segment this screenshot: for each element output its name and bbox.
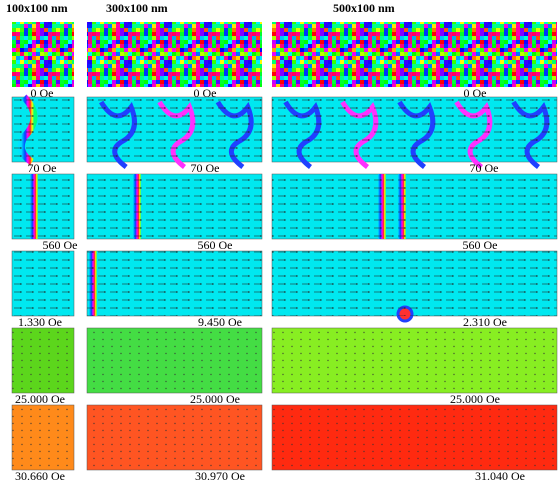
field-label: 2.310 Oe [463,315,507,329]
field-label: 70 Oe [28,161,57,175]
image [87,22,262,87]
figure: 100x100 nm 300x100 nm 500x100 nm 0 Oe 0 O… [0,0,560,482]
vector-field [87,97,262,162]
column-header: 500x100 nm [333,1,395,15]
field-label: 0 Oe [464,86,487,100]
column-header: 100x100 nm [6,1,68,15]
vector-field [272,97,557,162]
vector-field [87,174,262,239]
field-label: 30.970 Oe [195,469,245,482]
vector-field [272,328,557,393]
column-header: 300x100 nm [106,1,168,15]
vector-field [12,328,74,393]
field-label: 25.000 Oe [190,392,240,406]
field-label: 70 Oe [191,161,220,175]
field-label: 0 Oe [31,86,54,100]
image [12,22,74,87]
field-label: 30.660 Oe [15,469,65,482]
field-label: 31.040 Oe [475,469,525,482]
vector-field [12,405,74,470]
field-label: 1.330 Oe [18,315,62,329]
vector-field [272,174,557,239]
field-label: 560 Oe [43,238,78,252]
field-label: 9.450 Oe [198,315,242,329]
vector-field [87,405,262,470]
vector-field [87,328,262,393]
field-label: 560 Oe [198,238,233,252]
vector-field [87,251,262,316]
field-label: 0 Oe [194,86,217,100]
field-label: 25.000 Oe [15,392,65,406]
vector-field [12,251,74,316]
vector-field [272,251,557,316]
vector-field [12,174,74,239]
field-label: 560 Oe [463,238,498,252]
vector-field [272,405,557,470]
image [272,22,557,87]
field-label: 70 Oe [470,161,499,175]
vector-field [12,97,74,162]
field-label: 25.000 Oe [450,392,500,406]
